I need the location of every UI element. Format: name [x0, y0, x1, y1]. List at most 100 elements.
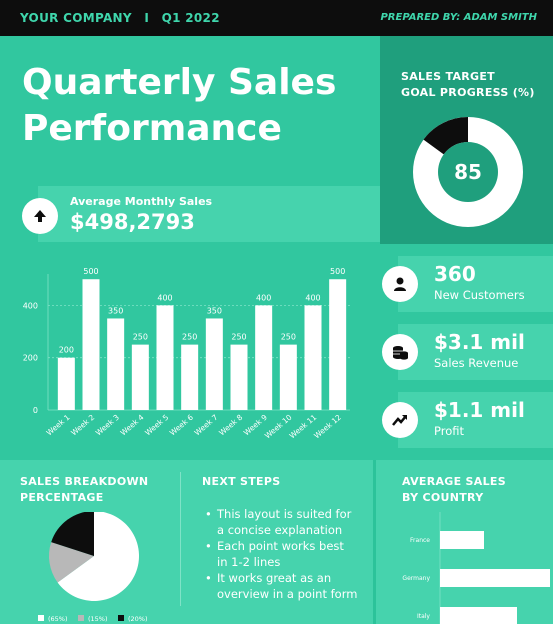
legend-label: (20%): [128, 615, 148, 623]
bar-data-label: 350: [207, 306, 222, 315]
x-tick-label: Week 5: [143, 413, 170, 438]
breakdown-title-line-1: SALES BREAKDOWN: [20, 475, 149, 488]
profit-label: Profit: [434, 424, 464, 438]
bar: [304, 305, 322, 410]
bar: [205, 318, 223, 410]
country-title: AVERAGE SALES BY COUNTRY: [402, 474, 552, 506]
next-step-text: Each point works best: [217, 539, 344, 553]
country-label: Germany: [402, 575, 430, 582]
legend-swatch: [78, 615, 84, 621]
x-tick-label: Week 2: [69, 413, 96, 438]
next-steps-title: NEXT STEPS: [202, 475, 281, 488]
legend-label: (65%): [48, 615, 68, 623]
country-title-line-1: AVERAGE SALES: [402, 475, 506, 488]
donut-remaining: [423, 117, 468, 155]
country-title-line-2: BY COUNTRY: [402, 491, 484, 504]
y-tick-label: 200: [23, 354, 38, 363]
country-bar: [440, 531, 484, 549]
bar-data-label: 400: [305, 293, 320, 302]
legend-swatch: [38, 615, 44, 621]
bar: [181, 344, 199, 410]
goal-title: SALES TARGET GOAL PROGRESS (%): [401, 69, 551, 101]
trend-up-icon: [382, 402, 418, 438]
bar-data-label: 250: [133, 333, 148, 342]
country-bar: [440, 607, 517, 624]
pie-slice: [49, 542, 94, 583]
new-customers-label: New Customers: [434, 288, 525, 302]
sales-breakdown-pie-chart: (65%) (15%) (20%): [38, 512, 148, 623]
bar-data-label: 250: [281, 333, 296, 342]
bar: [131, 344, 149, 410]
x-tick-label: Week 8: [217, 413, 244, 438]
breakdown-title-line-2: PERCENTAGE: [20, 491, 104, 504]
next-step-text: It works great as an: [217, 571, 332, 585]
bar-data-label: 400: [157, 293, 172, 302]
sales-revenue-value: $3.1 mil: [434, 330, 525, 354]
kpi-sales-revenue: $3.1 mil Sales Revenue: [382, 324, 553, 380]
pie-slice: [51, 512, 94, 556]
y-tick-label: 0: [33, 406, 38, 415]
bar: [230, 344, 248, 410]
donut-hole: [438, 142, 498, 202]
bar-data-label: 500: [83, 267, 98, 276]
prepared-by: PREPARED BY: ADAM SMITH: [380, 12, 537, 23]
top-bar: YOUR COMPANY I Q1 2022 PREPARED BY: ADAM…: [0, 0, 553, 36]
next-step-text: overview in a point form: [217, 587, 358, 601]
bottom-divider: [180, 472, 181, 606]
x-tick-label: Week 12: [312, 412, 343, 440]
goal-title-line-2: GOAL PROGRESS (%): [401, 86, 535, 99]
sales-revenue-label: Sales Revenue: [434, 356, 519, 370]
arrow-up-icon: [22, 198, 58, 234]
bar-data-label: 400: [256, 293, 271, 302]
x-tick-label: Week 6: [168, 413, 195, 438]
bar: [255, 305, 273, 410]
legend-label: (15%): [88, 615, 108, 623]
legend-swatch: [118, 615, 124, 621]
y-tick-label: 400: [23, 301, 38, 310]
x-tick-label: Week 7: [193, 413, 220, 438]
x-tick-label: Week 1: [45, 413, 72, 438]
user-icon: [382, 266, 418, 302]
bar-data-label: 250: [231, 333, 246, 342]
bar: [57, 357, 75, 410]
separator: I: [144, 11, 150, 25]
next-step-item: It works great as an overview in a point …: [205, 570, 375, 602]
goal-title-line-1: SALES TARGET: [401, 70, 495, 83]
profit-value: $1.1 mil: [434, 398, 525, 422]
new-customers-value: 360: [434, 262, 476, 286]
x-tick-label: Week 3: [94, 413, 121, 438]
bar: [82, 279, 100, 410]
next-steps-list: This layout is suited for a concise expla…: [205, 506, 375, 602]
country-label: Italy: [417, 613, 430, 620]
bar-data-label: 200: [59, 346, 74, 355]
next-step-text: a concise explanation: [217, 523, 343, 537]
company-name: YOUR COMPANY: [20, 11, 132, 25]
company-quarter: YOUR COMPANY I Q1 2022: [20, 11, 220, 25]
kpi-profit: $1.1 mil Profit: [382, 392, 553, 448]
bar: [156, 305, 174, 410]
next-step-item: This layout is suited for a concise expla…: [205, 506, 375, 538]
pie-slice: [57, 512, 139, 601]
bar: [107, 318, 125, 410]
coins-icon: [382, 334, 418, 370]
title-line-1: Quarterly Sales: [22, 62, 337, 103]
country-bar-chart: France Germany Italy: [402, 512, 550, 624]
avg-monthly-label: Average Monthly Sales: [70, 195, 213, 208]
bar-data-label: 350: [108, 306, 123, 315]
country-bar: [440, 569, 550, 587]
bar: [329, 279, 347, 410]
next-step-text: in 1-2 lines: [217, 555, 281, 569]
quarter-label: Q1 2022: [161, 11, 220, 25]
bar-data-label: 500: [330, 267, 345, 276]
title-line-2: Performance: [22, 108, 282, 149]
x-tick-label: Week 4: [119, 413, 146, 438]
next-step-item: Each point works best in 1-2 lines: [205, 538, 375, 570]
kpi-new-customers: 360 New Customers: [382, 256, 553, 312]
avg-monthly-value: $498,2793: [70, 210, 195, 234]
goal-value: 85: [454, 160, 482, 184]
country-label: France: [410, 537, 430, 544]
bar: [279, 344, 297, 410]
page-title: Quarterly Sales Performance: [22, 60, 362, 152]
breakdown-title: SALES BREAKDOWN PERCENTAGE: [20, 474, 180, 506]
next-step-text: This layout is suited for: [217, 507, 352, 521]
